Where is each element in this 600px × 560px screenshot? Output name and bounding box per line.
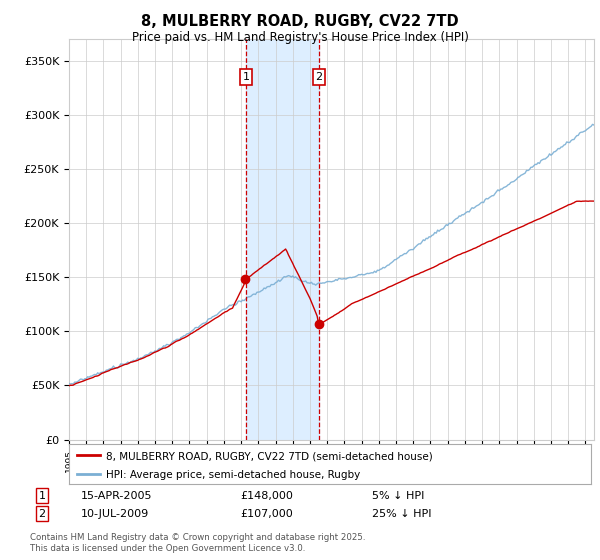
- Bar: [246, 39, 319, 440]
- Text: 5% ↓ HPI: 5% ↓ HPI: [372, 491, 424, 501]
- Text: 10-JUL-2009: 10-JUL-2009: [81, 508, 149, 519]
- Text: 1: 1: [242, 72, 250, 82]
- Text: £148,000: £148,000: [240, 491, 293, 501]
- Text: Contains HM Land Registry data © Crown copyright and database right 2025.
This d: Contains HM Land Registry data © Crown c…: [30, 533, 365, 553]
- Text: 15-APR-2005: 15-APR-2005: [81, 491, 152, 501]
- Text: 8, MULBERRY ROAD, RUGBY, CV22 7TD (semi-detached house): 8, MULBERRY ROAD, RUGBY, CV22 7TD (semi-…: [106, 451, 432, 461]
- Text: 2: 2: [316, 72, 323, 82]
- Text: HPI: Average price, semi-detached house, Rugby: HPI: Average price, semi-detached house,…: [106, 470, 360, 480]
- Text: 25% ↓ HPI: 25% ↓ HPI: [372, 508, 431, 519]
- Text: 8, MULBERRY ROAD, RUGBY, CV22 7TD: 8, MULBERRY ROAD, RUGBY, CV22 7TD: [141, 14, 459, 29]
- Text: Price paid vs. HM Land Registry's House Price Index (HPI): Price paid vs. HM Land Registry's House …: [131, 31, 469, 44]
- Text: £107,000: £107,000: [240, 508, 293, 519]
- Text: 2: 2: [38, 508, 46, 519]
- Text: 1: 1: [38, 491, 46, 501]
